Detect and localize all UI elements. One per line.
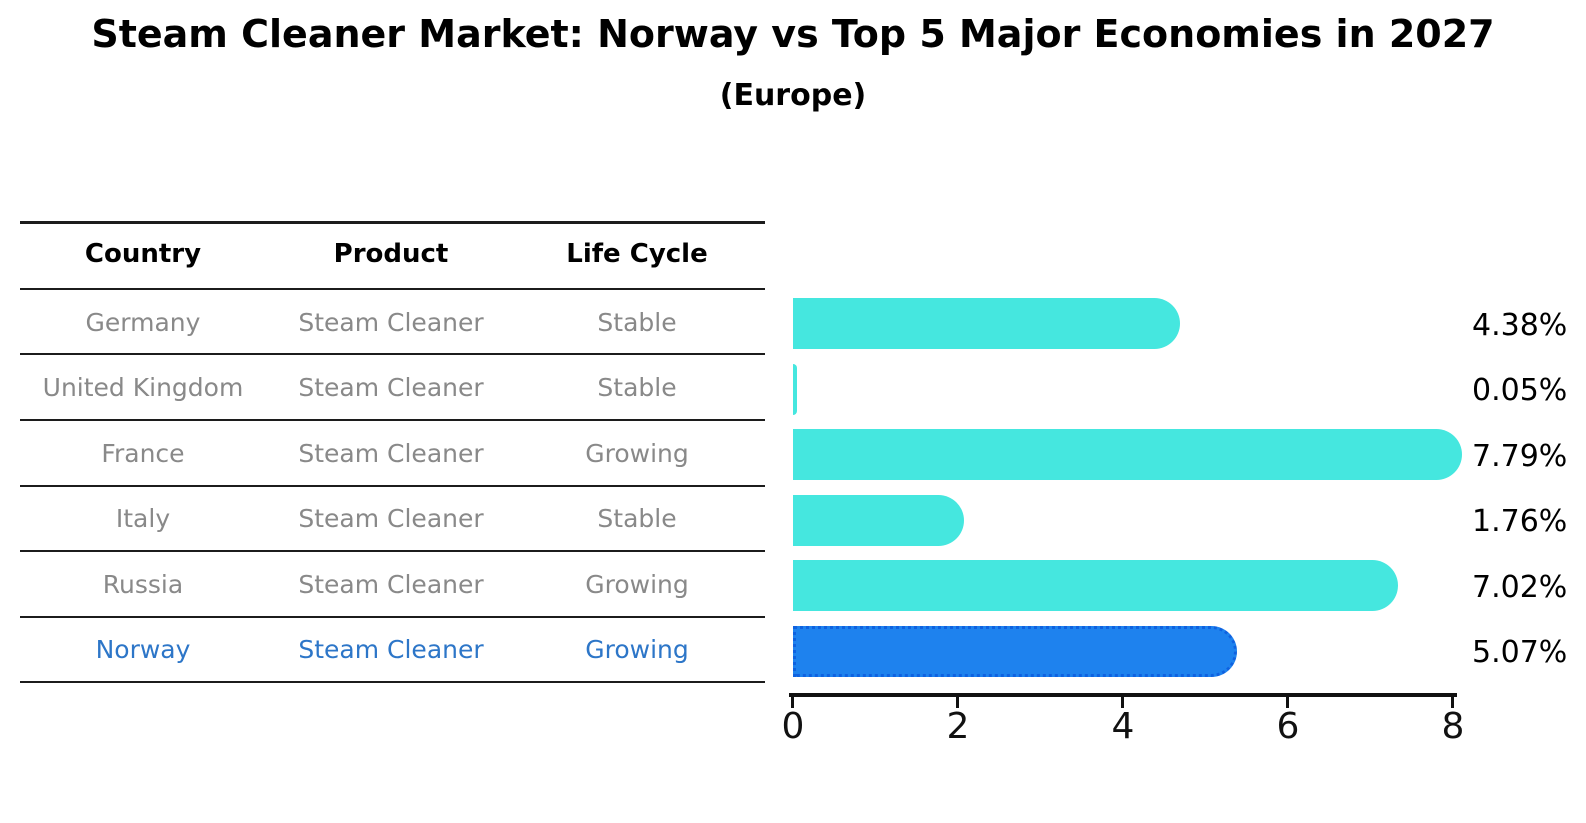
x-tick-mark [1451,697,1454,708]
x-tick-label: 6 [1276,706,1300,747]
cell-country: United Kingdom [42,373,244,402]
table-row-italy: Italy Steam Cleaner Stable [0,504,780,538]
x-axis-line [789,693,1457,697]
table-row-rule [20,485,765,487]
cell-life-cycle: Stable [597,308,677,337]
table-row-france: France Steam Cleaner Growing [0,439,780,473]
cell-product: Steam Cleaner [298,439,484,468]
header-product: Product [333,239,449,269]
x-tick-mark [791,697,794,708]
bar-russia [793,560,1398,611]
bar-norway-highlighted [793,626,1237,677]
cell-country: Germany [85,308,201,337]
cell-product: Steam Cleaner [298,570,484,599]
bar-france [793,429,1462,480]
page-subtitle: (Europe) [719,78,867,113]
cell-country: Russia [102,570,184,599]
cell-product: Steam Cleaner [298,308,484,337]
table-row-norway: Norway Steam Cleaner Growing [0,635,780,669]
cell-country: Italy [115,504,171,533]
bar-italy [793,495,964,546]
table-row-rule [20,353,765,355]
table-row-rule [20,550,765,552]
cell-product: Steam Cleaner [298,504,484,533]
value-label-italy: 1.76% [1472,504,1568,539]
table-top-rule [20,221,765,224]
header-country: Country [84,239,202,269]
table-header-row: Country Product Life Cycle [0,239,780,273]
cell-product: Steam Cleaner [298,635,484,664]
cell-product: Steam Cleaner [298,373,484,402]
table-bottom-rule [20,681,765,683]
table-row-germany: Germany Steam Cleaner Stable [0,308,780,342]
x-tick-label: 2 [946,706,970,747]
table-row-rule [20,419,765,421]
cell-life-cycle: Growing [585,570,689,599]
table-row-united-kingdom: United Kingdom Steam Cleaner Stable [0,373,780,407]
value-label-france: 7.79% [1472,439,1568,474]
table-header-rule [20,288,765,290]
bar-united-kingdom [793,364,797,415]
bar-germany [793,298,1180,349]
cell-country: France [101,439,185,468]
x-tick-label: 4 [1111,706,1135,747]
page-title: Steam Cleaner Market: Norway vs Top 5 Ma… [91,12,1495,56]
x-tick-mark [1121,697,1124,708]
value-label-germany: 4.38% [1472,308,1568,343]
table-row-rule [20,616,765,618]
value-label-russia: 7.02% [1472,570,1568,605]
x-tick-mark [956,697,959,708]
cell-life-cycle: Growing [585,635,689,664]
x-tick-mark [1286,697,1289,708]
table-row-russia: Russia Steam Cleaner Growing [0,570,780,604]
cell-country: Norway [95,635,191,664]
value-label-united-kingdom: 0.05% [1472,373,1568,408]
x-tick-label: 8 [1441,706,1465,747]
cell-life-cycle: Stable [597,504,677,533]
x-tick-label: 0 [781,706,805,747]
cell-life-cycle: Growing [585,439,689,468]
header-life-cycle: Life Cycle [566,239,708,269]
value-label-norway: 5.07% [1472,635,1568,670]
cell-life-cycle: Stable [597,373,677,402]
